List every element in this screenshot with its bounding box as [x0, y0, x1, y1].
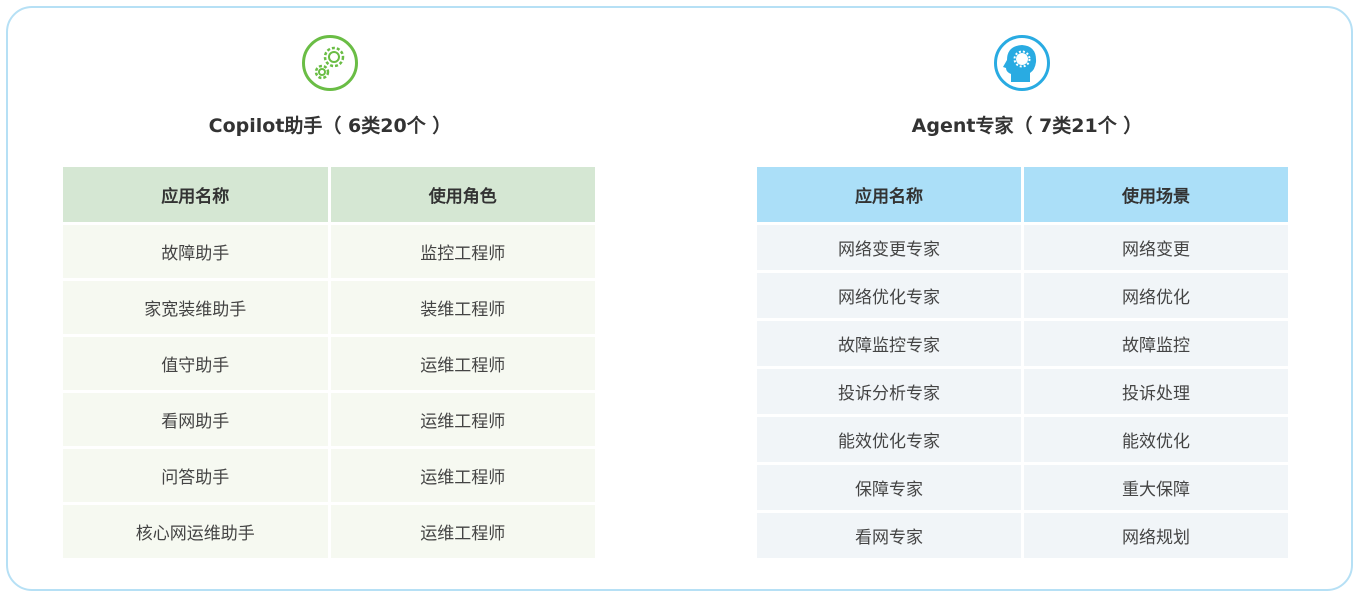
- table-row: 看网专家 网络规划: [757, 513, 1288, 558]
- table-row: 网络变更专家 网络变更: [757, 225, 1288, 270]
- app-name-cell: 保障专家: [757, 465, 1021, 510]
- table-row: 能效优化专家 能效优化: [757, 417, 1288, 462]
- app-name-cell: 能效优化专家: [757, 417, 1021, 462]
- table-row: 问答助手 运维工程师: [63, 449, 595, 502]
- app-name-cell: 值守助手: [63, 337, 328, 390]
- app-name-cell: 网络优化专家: [757, 273, 1021, 318]
- table-row: 核心网运维助手 运维工程师: [63, 505, 595, 558]
- app-name-cell: 看网专家: [757, 513, 1021, 558]
- table-row: 故障助手 监控工程师: [63, 225, 595, 278]
- panel-frame: [6, 6, 1353, 591]
- usage-cell: 投诉处理: [1024, 369, 1288, 414]
- app-name-cell: 网络变更专家: [757, 225, 1021, 270]
- table-row: 值守助手 运维工程师: [63, 337, 595, 390]
- table-row: 故障监控专家 故障监控: [757, 321, 1288, 366]
- table-row: 保障专家 重大保障: [757, 465, 1288, 510]
- table-row: 家宽装维助手 装维工程师: [63, 281, 595, 334]
- agent-table: 应用名称 使用场景 网络变更专家 网络变更 网络优化专家 网络优化 故障监控专家 故障监控…: [754, 164, 1291, 561]
- usage-cell: 装维工程师: [330, 281, 595, 334]
- usage-cell: 运维工程师: [330, 449, 595, 502]
- usage-cell: 网络规划: [1024, 513, 1288, 558]
- usage-cell: 网络优化: [1024, 273, 1288, 318]
- head-gear-icon: [994, 35, 1050, 91]
- app-name-cell: 家宽装维助手: [63, 281, 328, 334]
- agent-title: Agent专家（ 7类21个 ）: [911, 115, 1143, 137]
- app-name-cell: 故障助手: [63, 225, 328, 278]
- usage-cell: 能效优化: [1024, 417, 1288, 462]
- table-row: 投诉分析专家 投诉处理: [757, 369, 1288, 414]
- usage-cell: 故障监控: [1024, 321, 1288, 366]
- app-name-cell: 看网助手: [63, 393, 328, 446]
- usage-cell: 运维工程师: [330, 505, 595, 558]
- table-row: 网络优化专家 网络优化: [757, 273, 1288, 318]
- app-name-cell: 故障监控专家: [757, 321, 1021, 366]
- usage-cell: 运维工程师: [330, 337, 595, 390]
- app-name-cell: 投诉分析专家: [757, 369, 1021, 414]
- app-name-cell: 问答助手: [63, 449, 328, 502]
- usage-cell: 运维工程师: [330, 393, 595, 446]
- column-header: 应用名称: [757, 167, 1021, 222]
- usage-cell: 重大保障: [1024, 465, 1288, 510]
- column-header: 应用名称: [63, 167, 328, 222]
- copilot-title: Copilot助手（ 6类20个 ）: [208, 115, 452, 137]
- usage-cell: 网络变更: [1024, 225, 1288, 270]
- copilot-table: 应用名称 使用角色 故障助手 监控工程师 家宽装维助手 装维工程师 值守助手 运维工程师看…: [60, 164, 598, 561]
- column-header: 使用角色: [330, 167, 595, 222]
- table-row: 看网助手 运维工程师: [63, 393, 595, 446]
- column-header: 使用场景: [1024, 167, 1288, 222]
- app-name-cell: 核心网运维助手: [63, 505, 328, 558]
- usage-cell: 监控工程师: [330, 225, 595, 278]
- gears-icon: [302, 35, 358, 91]
